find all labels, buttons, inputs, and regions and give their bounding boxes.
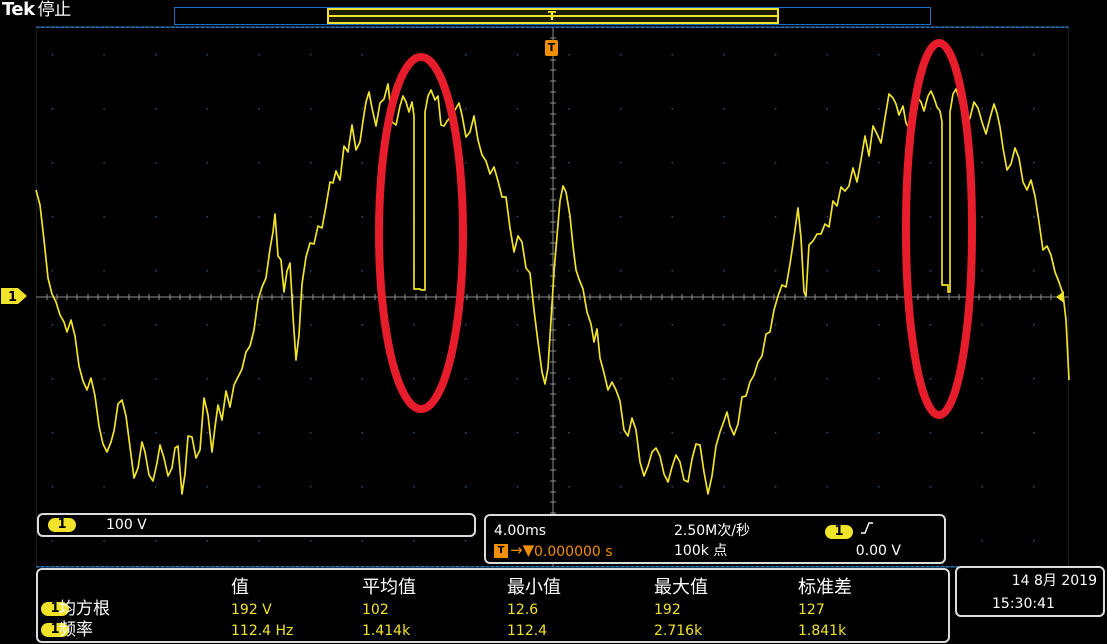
- record-overview-bar: [174, 7, 931, 25]
- trigger-level-value: 0.00 V: [855, 543, 901, 559]
- measurement-row-2-max: 2.716k: [654, 623, 703, 639]
- trigger-position-icon: T: [547, 9, 557, 23]
- measurement-header-min: 最小值: [507, 577, 561, 598]
- datetime-box[interactable]: 14 8月 2019 15:30:41: [955, 566, 1105, 617]
- rising-edge-icon: [861, 522, 873, 534]
- run-status: 停止: [37, 0, 72, 20]
- measurement-row-1-mean: 102: [362, 602, 389, 618]
- measurement-row-2-value: 112.4 Hz: [231, 623, 294, 639]
- channel-1-badge: 1: [48, 518, 76, 532]
- brand-status: Tek 停止: [2, 0, 71, 20]
- measurement-header-mean: 平均值: [362, 577, 416, 598]
- measurement-row-2-min: 112.4: [507, 623, 548, 639]
- highlight-ellipses: [375, 39, 976, 419]
- channel-1-reference-marker: 1: [1, 288, 27, 305]
- measurement-panel[interactable]: 值 平均值 最小值 最大值 标准差 1 均方根 192 V 102 12.6 1…: [36, 568, 950, 643]
- measurement-header-max: 最大值: [654, 577, 708, 598]
- time-display: 15:30:41: [992, 596, 1055, 612]
- channel-1-scale-box[interactable]: 1 100 V: [37, 513, 476, 537]
- measurement-row-1-badge: 1: [41, 602, 69, 616]
- date-display: 14 8月 2019: [1011, 573, 1097, 589]
- measurement-row-1-value: 192 V: [231, 602, 272, 618]
- acquisition-settings-box[interactable]: 4.00ms 2.50M次/秒 T →▼ 0.000000 s 100k 点 1…: [484, 514, 946, 564]
- measurement-row-1-label: 均方根: [59, 599, 110, 619]
- horizontal-time-scale: 4.00ms: [494, 523, 547, 539]
- record-length: 100k 点: [674, 543, 728, 559]
- highlight-ellipse-right: [902, 39, 976, 419]
- measurement-row-2-label: 频率: [59, 620, 93, 640]
- measurement-row-2-badge: 1: [41, 623, 69, 637]
- highlight-ellipse-left: [375, 53, 467, 413]
- trigger-source-badge: 1: [825, 525, 853, 539]
- measurement-header-value: 值: [231, 577, 249, 598]
- axis-ticks: [46, 37, 1062, 557]
- record-view-window: [327, 8, 779, 24]
- measurement-row-1-max: 192: [654, 602, 681, 618]
- brand-label: Tek: [2, 0, 35, 20]
- measurement-row-2-mean: 1.414k: [362, 623, 411, 639]
- measurement-row-2-stddev: 1.841k: [798, 623, 847, 639]
- trigger-marker-icon: T: [545, 40, 558, 56]
- trigger-delay-icon: T: [494, 544, 508, 558]
- measurement-row-1-stddev: 127: [798, 602, 825, 618]
- channel-1-marker-label: 1: [8, 290, 17, 305]
- measurement-header-stddev: 标准差: [798, 577, 852, 598]
- channel-1-vertical-scale: 100 V: [106, 517, 147, 533]
- measurement-row-1-min: 12.6: [507, 602, 539, 618]
- delay-arrow-icon: →▼: [510, 541, 535, 559]
- sample-rate: 2.50M次/秒: [674, 523, 750, 539]
- trigger-delay-value: 0.000000 s: [534, 544, 613, 560]
- trigger-level-marker: [1056, 291, 1064, 303]
